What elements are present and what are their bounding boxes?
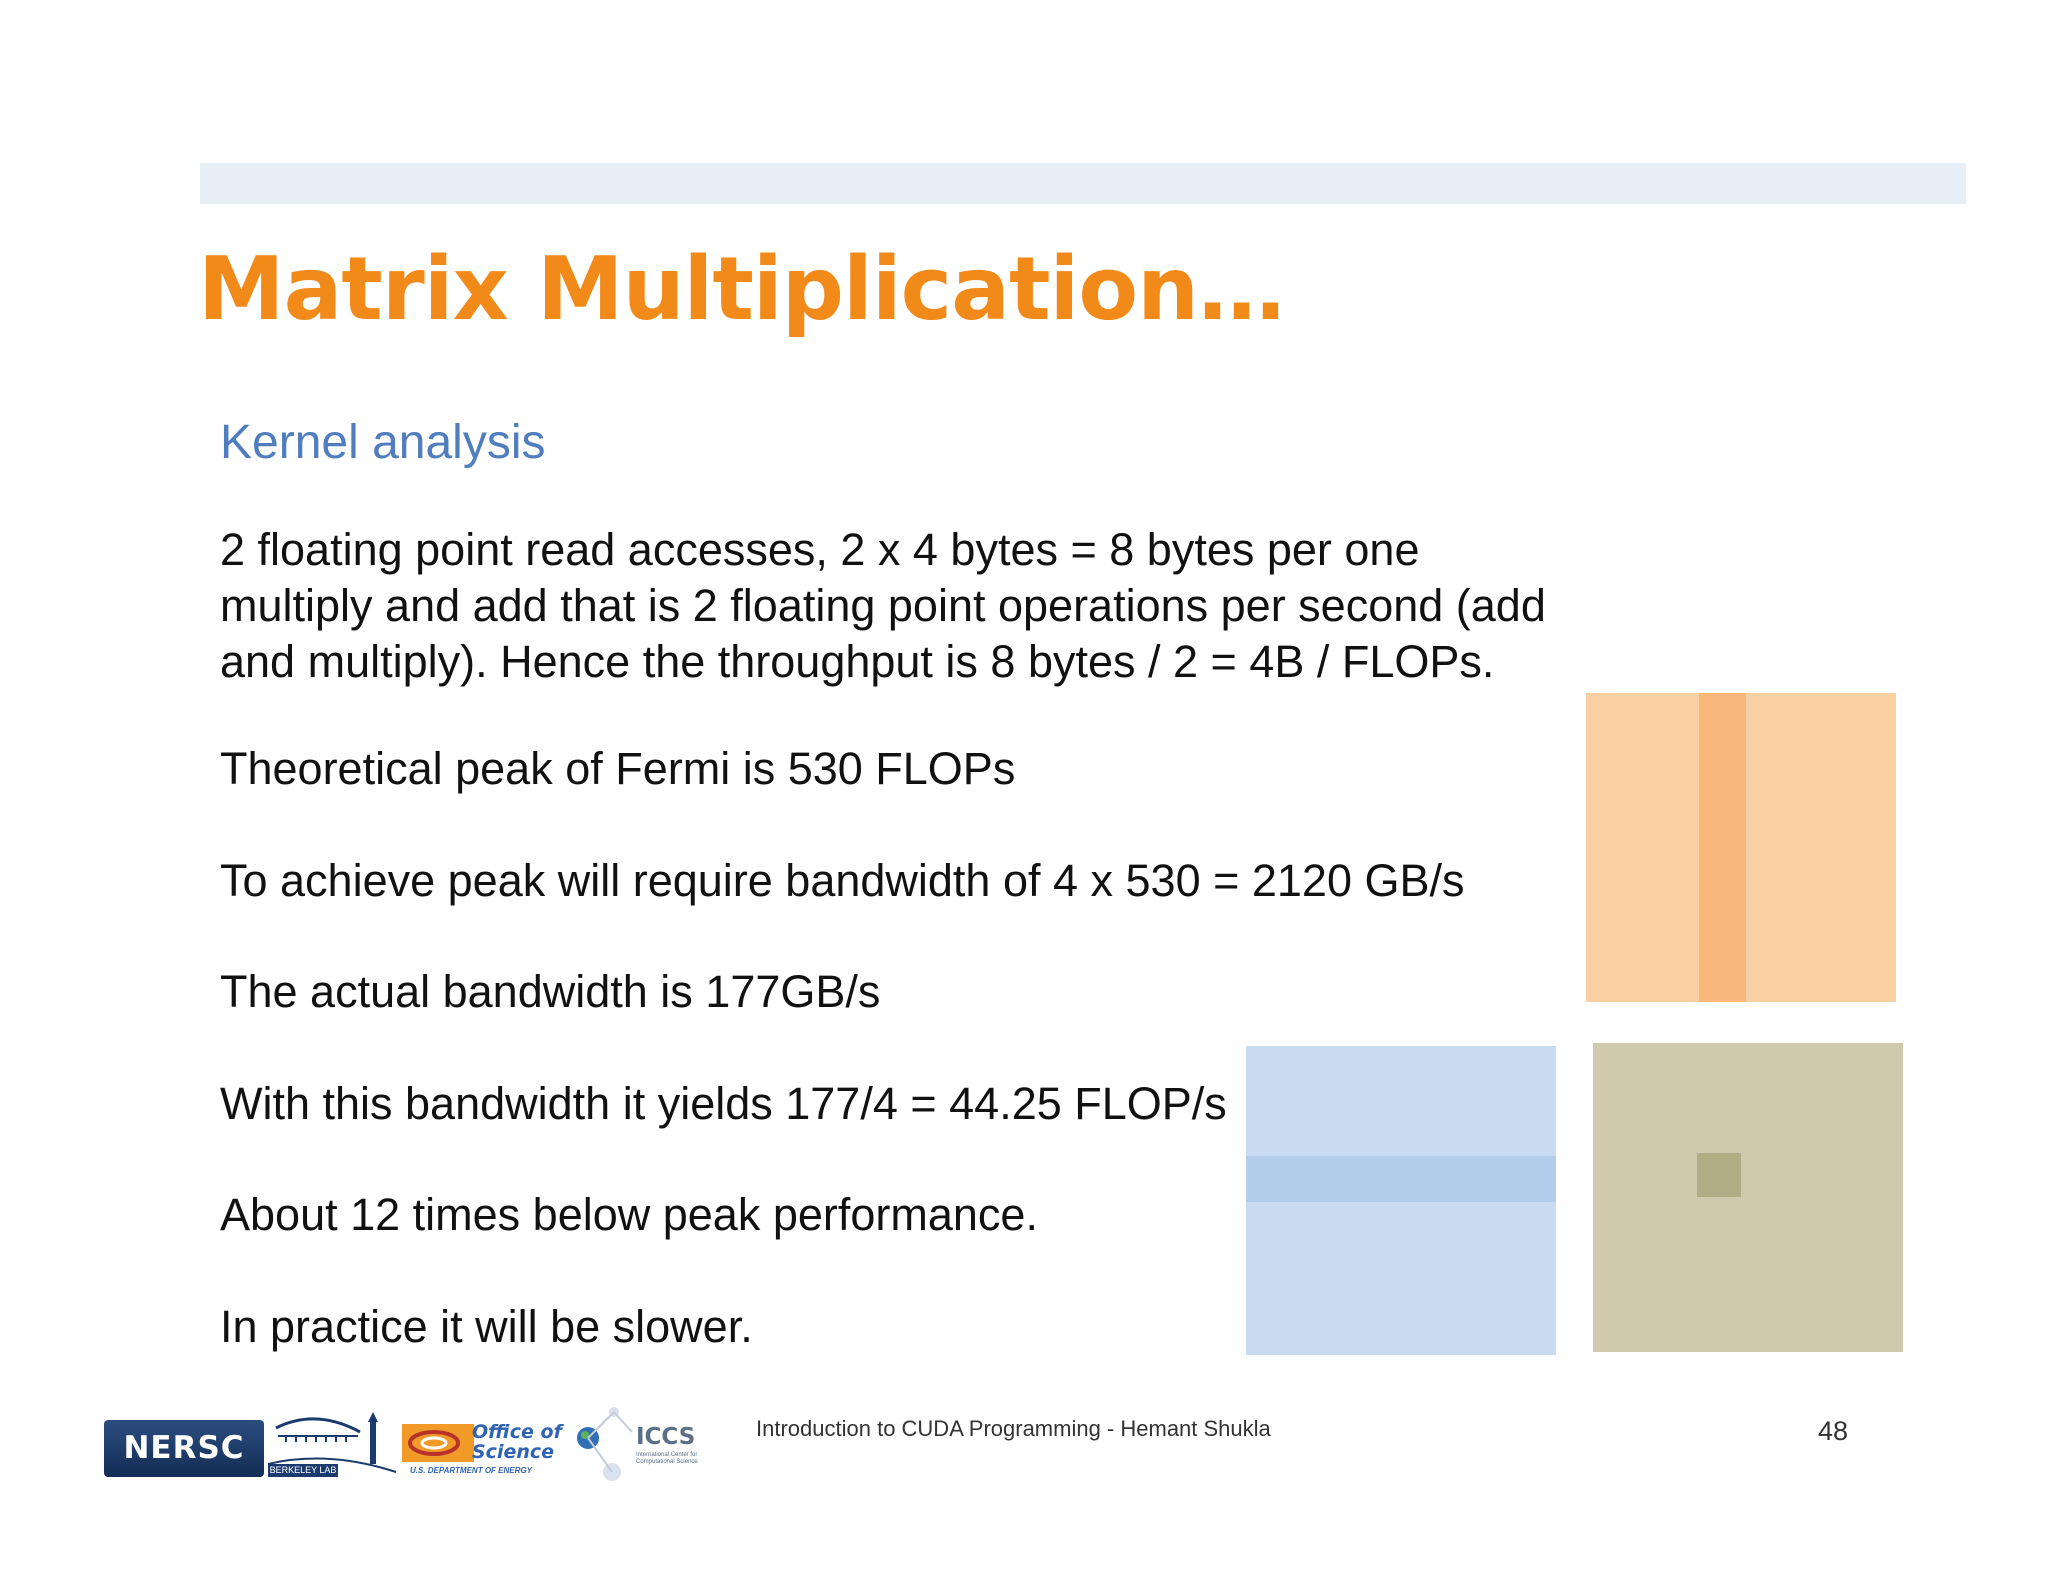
header-band [200,163,1966,204]
paragraph-line: 2 floating point read accesses, 2 x 4 by… [220,524,1420,575]
paragraph-below-peak: About 12 times below peak performance. [220,1189,1038,1240]
paragraph-actual-bandwidth: The actual bandwidth is 177GB/s [220,966,881,1017]
matrix-a-row-highlight [1246,1156,1556,1202]
iccs-sublabel: International Center for Computational S… [636,1452,698,1465]
nersc-logo: NERSC [104,1420,264,1477]
paragraph-practice: In practice it will be slower. [220,1301,753,1352]
doe-department: U.S. DEPARTMENT OF ENERGY [410,1466,532,1475]
slide-title: Matrix Multiplication… [198,238,1285,340]
matrix-b-column-highlight [1699,693,1746,1002]
berkeley-lab-label: BERKELEY LAB [268,1464,338,1477]
matrix-c-cell-highlight [1697,1153,1741,1197]
footer-logos: NERSC BERKELEY LAB Office of Science U.S… [104,1402,716,1481]
paragraph-required-bandwidth: To achieve peak will require bandwidth o… [220,855,1465,906]
iccs-globe-icon [577,1407,633,1481]
paragraph-line: multiply and add that is 2 floating poin… [220,580,1546,631]
doe-line-2: Science [472,1441,555,1463]
paragraph-theoretical-peak: Theoretical peak of Fermi is 530 FLOPs [220,743,1016,794]
iccs-label: ICCS [636,1424,696,1450]
matrix-b [1586,693,1896,1002]
paragraph-yield: With this bandwidth it yields 177/4 = 44… [220,1078,1227,1129]
page-number: 48 [1818,1416,1849,1446]
paragraph-throughput: 2 floating point read accesses, 2 x 4 by… [220,522,1546,690]
matrix-a [1246,1046,1556,1355]
slide-subtitle: Kernel analysis [220,416,546,469]
doe-line-1: Office of [472,1421,562,1443]
doe-emblem-icon [402,1424,474,1462]
berkeley-lab-logo [268,1412,397,1473]
matrix-c [1593,1043,1903,1352]
footer-text: Introduction to CUDA Programming - Heman… [756,1416,1271,1441]
paragraph-line: and multiply). Hence the throughput is 8… [220,636,1495,687]
doe-office-of-science: Office of Science [472,1422,572,1462]
